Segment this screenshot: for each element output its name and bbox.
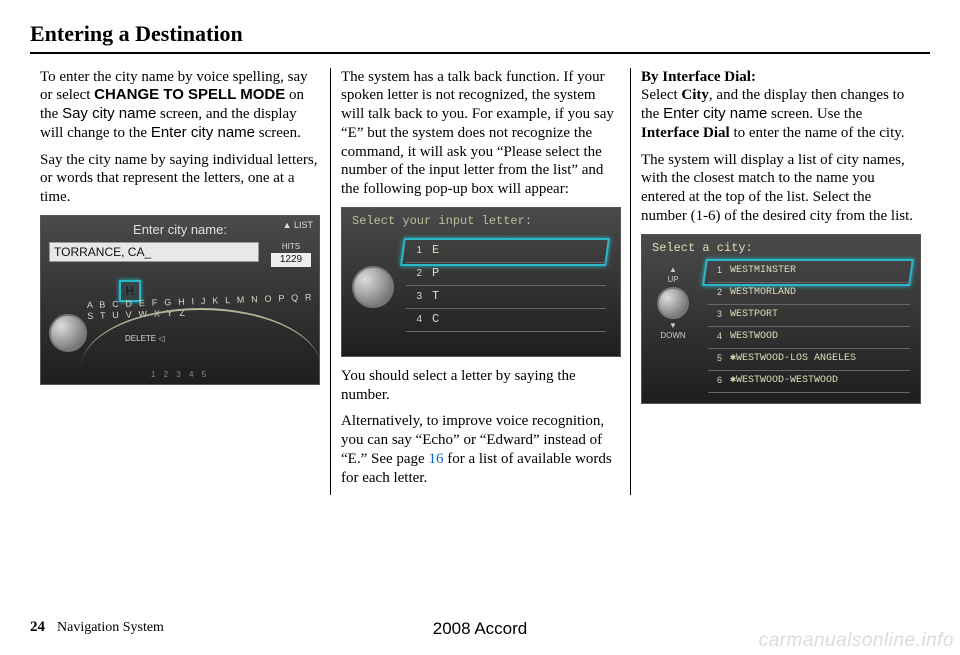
scr1-header: Enter city name: [41,222,319,238]
page: Entering a Destination To enter the city… [0,0,960,495]
row-val: T [432,289,439,304]
bold-city: City [681,87,709,103]
row-num: 6 [708,375,722,386]
col3-para2: The system will display a list of city n… [641,151,920,226]
row-num: 2 [406,268,422,281]
row-val: E [432,243,439,258]
subhead-interface-dial: By Interface Dial: [641,69,756,85]
row-num: 4 [406,314,422,327]
dial-knob-icon [49,314,87,352]
bold-interface-dial: Interface Dial [641,125,730,141]
ui-term: Enter city name [151,124,255,141]
row-val: WESTWOOD [730,331,778,344]
list-item: 4C [406,309,606,332]
down-arrow-icon: ▼ DOWN [648,321,698,341]
dial-knob-icon [352,266,394,308]
row-num: 1 [406,245,422,258]
scr1-list-icon: ▲ LIST [283,220,313,231]
column-2: The system has a talk back function. If … [330,68,630,496]
hits-label: HITS [271,242,311,252]
ui-term: Say city name [62,105,156,122]
model-year: 2008 Accord [433,618,528,639]
col3-para1: By Interface Dial: Select City, and the … [641,68,920,143]
scr3-header: Select a city: [652,241,753,256]
list-item: 3 WESTPORT [708,305,910,327]
page-link: 16 [428,451,443,467]
row-val: ✱WESTWOOD-LOS ANGELES [730,353,856,366]
row-num: 5 [708,353,722,364]
screenshot-select-a-city: Select a city: ▲ UP ▼ DOWN 1 WESTMINSTER … [641,234,921,404]
row-val: C [432,312,439,327]
screenshot-enter-city-name: Enter city name: ▲ LIST TORRANCE, CA_ HI… [40,215,320,385]
list-item: 3T [406,286,606,309]
row-num: 2 [708,287,722,298]
col2-para1: The system has a talk back function. If … [341,68,620,199]
list-item: 4 WESTWOOD [708,327,910,349]
list-item: 1 WESTMINSTER [708,261,910,283]
hits-value: 1229 [271,253,311,268]
col1-para2: Say the city name by saying individual l… [40,151,320,207]
text: screen. Use the [767,106,862,122]
watermark: carmanualsonline.info [759,629,954,653]
page-number: 24 [30,618,45,637]
row-num: 4 [708,331,722,342]
col1-para1: To enter the city name by voice spelling… [40,68,320,143]
scr3-list: 1 WESTMINSTER 2 WESTMORLAND 3 WESTPORT 4 WES… [708,261,910,393]
scr1-textbox: TORRANCE, CA_ [49,242,259,262]
screenshot-select-input-letter: Select your input letter: 1E 2P 3T 4C [341,207,621,357]
text: screen. [255,125,301,141]
row-num: 3 [406,291,422,304]
scr1-delete-label: DELETE ◁ [125,334,165,344]
column-1: To enter the city name by voice spelling… [30,68,330,496]
scr2-list: 1E 2P 3T 4C [406,240,606,332]
list-item: 2P [406,263,606,286]
row-val: WESTMORLAND [730,287,796,300]
section-name: Navigation System [57,619,164,637]
list-item: 5 ✱WESTWOOD-LOS ANGELES [708,349,910,371]
dial-knob-icon [657,287,689,319]
row-val: ✱WESTWOOD-WESTWOOD [730,375,838,388]
col2-para3: Alternatively, to improve voice recognit… [341,412,620,487]
page-title: Entering a Destination [30,20,930,48]
row-val: WESTMINSTER [730,265,796,278]
up-arrow-icon: ▲ UP [648,265,698,285]
row-num: 1 [708,265,722,276]
scr3-knob-column: ▲ UP ▼ DOWN [648,265,698,341]
text: to enter the name of the city. [730,125,905,141]
list-item: 2 WESTMORLAND [708,283,910,305]
columns: To enter the city name by voice spelling… [30,68,930,496]
row-val: WESTPORT [730,309,778,322]
scr2-header: Select your input letter: [352,214,532,229]
ui-term: Enter city name [663,105,767,122]
title-rule [30,52,930,54]
list-item: 6 ✱WESTWOOD-WESTWOOD [708,371,910,393]
scr1-bottom-nums: 1 2 3 4 5 [41,370,319,380]
scr1-hits: HITS 1229 [271,242,311,268]
row-val: P [432,266,439,281]
scr1-arc-area: H A B C D E F G H I J K L M N O P Q R S … [41,276,319,384]
list-item: 1E [406,240,606,263]
col2-para2: You should select a letter by saying the… [341,367,620,405]
row-num: 3 [708,309,722,320]
text: Select [641,87,681,103]
column-3: By Interface Dial: Select City, and the … [630,68,930,496]
bold-change-spell: CHANGE TO SPELL MODE [94,86,285,103]
